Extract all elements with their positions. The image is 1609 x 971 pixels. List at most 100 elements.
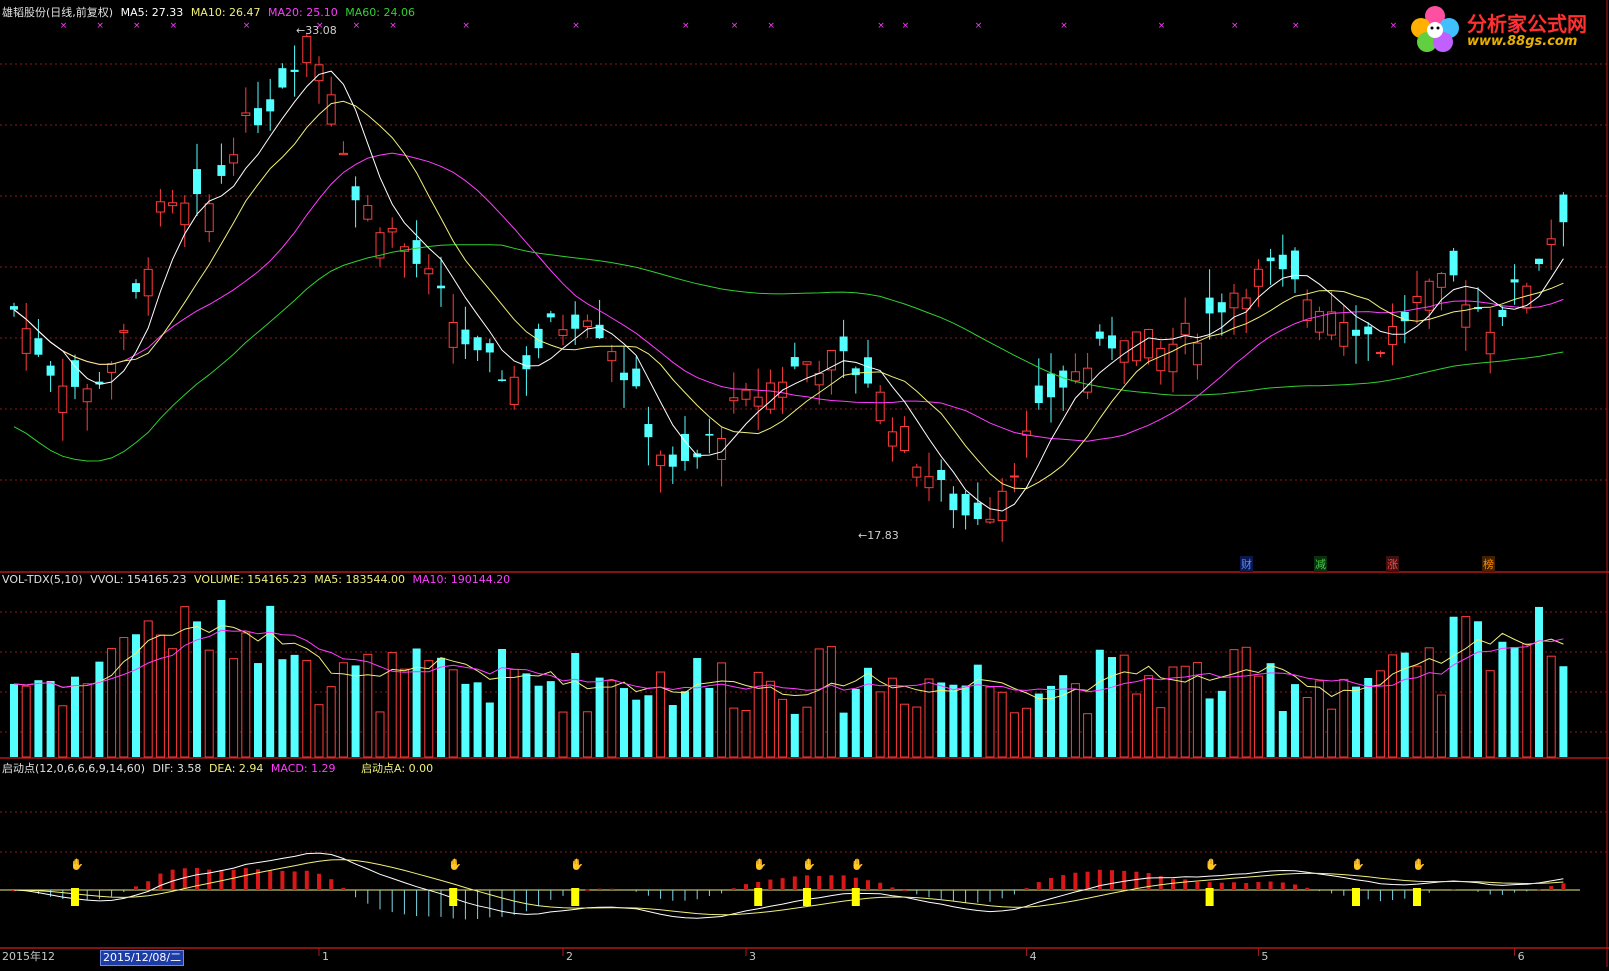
macd-bar-positive	[1024, 888, 1029, 890]
candle-body-up	[82, 388, 92, 403]
macd-bar-positive	[792, 876, 797, 890]
candle-body-down	[1217, 302, 1226, 313]
macd-bar-positive	[1219, 882, 1224, 890]
ma60-readout: MA60: 24.06	[345, 6, 415, 19]
qdd-readout: 启动点A: 0.00	[361, 762, 434, 775]
macd-bar-positive	[1451, 889, 1456, 891]
candle-body-up	[387, 227, 397, 233]
signal-x-marker: ×	[1390, 21, 1398, 31]
candle-body-up	[180, 202, 190, 226]
volume-bar-down	[681, 691, 689, 757]
volume-bar-down	[790, 713, 799, 757]
signal-x-marker: ×	[96, 21, 104, 31]
candle-body-down	[1047, 373, 1055, 398]
volume-bar-up	[229, 658, 239, 758]
volume-bar-up	[1522, 643, 1532, 758]
macd-bar-positive	[1207, 882, 1212, 890]
start-point-hand-icon: ✋	[1412, 858, 1426, 871]
candle-body-down	[217, 165, 226, 176]
candle-body-down	[864, 357, 872, 384]
volume-bar-down	[95, 661, 104, 757]
candle-body-down	[546, 313, 555, 318]
candle-body-down	[973, 502, 982, 520]
candle-body-down	[278, 68, 287, 88]
candle-body-down	[668, 454, 677, 467]
volume-bar-down	[1059, 675, 1068, 757]
volume-bar-down	[668, 705, 677, 757]
candle-body-up	[241, 112, 251, 117]
volume-bar-up	[1424, 647, 1434, 758]
candle-body-down	[949, 493, 958, 511]
macd-bar-positive	[1036, 882, 1041, 890]
candle-body-down	[1449, 250, 1458, 276]
candle-body-down	[851, 368, 860, 376]
high-price-label: ←33.08	[296, 24, 337, 37]
macd-bar-positive	[866, 880, 870, 890]
badge-limit-up[interactable]: 涨	[1386, 556, 1399, 572]
signal-x-marker: ×	[353, 21, 361, 31]
volume-bar-down	[937, 682, 946, 757]
volume-bar-up	[1119, 654, 1129, 758]
candle-body-down	[595, 324, 604, 339]
volume-bar-down	[1291, 684, 1299, 757]
badge-ranking[interactable]: 榜	[1482, 556, 1495, 572]
macd-bar-positive	[207, 869, 212, 890]
candle-body-down	[1535, 258, 1543, 265]
volume-bar-up	[741, 709, 751, 758]
volume-bar-down	[10, 683, 18, 757]
volume-bar-down	[485, 702, 494, 757]
candle-body-up	[107, 363, 117, 373]
volume-bar-down	[693, 658, 702, 757]
volume-bar-up	[729, 707, 739, 758]
candle-body-down	[1400, 311, 1409, 322]
volume-bar-up	[387, 652, 397, 758]
candle-body-up	[1314, 311, 1324, 333]
candle-body-down	[937, 469, 946, 481]
volume-bar-down	[595, 677, 604, 757]
signal-x-marker: ×	[170, 21, 178, 31]
candle-body-down	[34, 338, 43, 355]
signal-x-marker: ×	[389, 21, 397, 31]
volume-bar-down	[839, 712, 848, 757]
logo-text: 分析家公式网	[1467, 12, 1587, 36]
macd-bar-positive	[744, 884, 748, 890]
volume-bar-down	[278, 659, 287, 757]
candle-body-up	[1388, 326, 1398, 345]
candle-body-up	[985, 518, 995, 523]
volume-bar-up	[826, 646, 836, 758]
candle-body-down	[790, 357, 799, 367]
macd-bar-positive	[878, 882, 883, 890]
x-axis-month-label: 3	[749, 950, 756, 963]
volume-bar-up	[1339, 678, 1349, 758]
signal-x-marker: ×	[877, 21, 885, 31]
badge-reduce[interactable]: 减	[1314, 556, 1327, 572]
candle-body-up	[1070, 371, 1080, 382]
ma5-line	[13, 70, 1564, 512]
badge-finance[interactable]: 财	[1240, 556, 1253, 572]
start-point-hand-icon: ✋	[448, 858, 462, 871]
volume-bar-up	[887, 677, 897, 758]
candle-body-down	[132, 283, 140, 293]
candle-body-down	[1498, 309, 1507, 317]
candle-body-up	[1485, 331, 1495, 355]
macd-bar-positive	[1146, 873, 1151, 890]
ma60-line	[13, 244, 1564, 462]
candle-body-down	[412, 240, 421, 264]
volume-bar-up	[302, 659, 312, 758]
volume-bar-up	[1375, 670, 1385, 758]
signal-x-marker: ×	[133, 21, 141, 31]
volume-bar-down	[644, 695, 653, 757]
macd-bar-positive	[780, 878, 785, 890]
start-point-bar	[571, 888, 580, 906]
macd-bar-positive	[805, 875, 809, 890]
start-point-hand-icon: ✋	[570, 858, 584, 871]
macd-bar-positive	[817, 876, 822, 890]
start-point-bar	[1413, 888, 1421, 906]
candle-body-up	[753, 396, 763, 407]
signal-x-marker: ×	[60, 21, 68, 31]
candle-body-down	[95, 381, 104, 385]
volume-bar-down	[620, 688, 628, 757]
volume-bar-up	[1083, 713, 1093, 758]
